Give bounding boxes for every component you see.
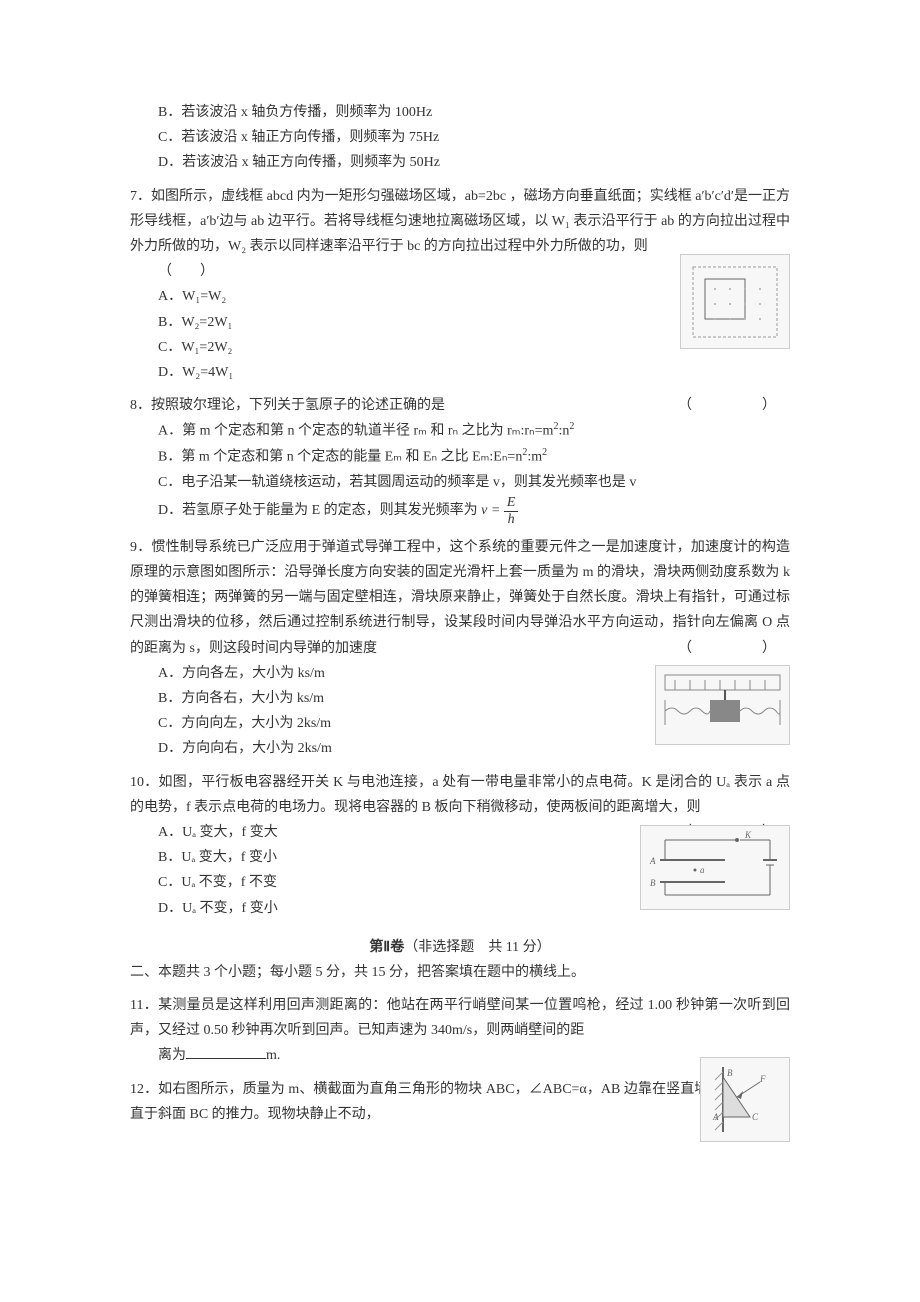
q8-b-mid: :m — [527, 450, 542, 465]
q11-line2-pre: 离为 — [158, 1048, 186, 1063]
section-2-title-pre: 第Ⅱ卷 — [369, 940, 404, 955]
q7-figure-svg — [685, 259, 785, 344]
q10-figure: K A a B — [640, 825, 790, 910]
q8-d-numerator: E — [504, 495, 519, 511]
q9-figure-svg — [660, 670, 785, 740]
q8-d-denominator: h — [504, 512, 519, 527]
q8-option-c: C．电子沿某一轨道绕核运动，若其圆周运动的频率是 v，则其发光频率也是 v — [130, 470, 790, 495]
svg-text:a: a — [700, 865, 705, 875]
q8-d-fraction: E h — [504, 495, 519, 527]
q8-option-d: D．若氢原子处于能量为 E 的定态，则其发光频率为 ν = E h — [130, 495, 790, 527]
svg-text:A: A — [649, 856, 656, 866]
q6-option-d: D．若该波沿 x 轴正方向传播，则频率为 50Hz — [130, 150, 790, 175]
q7-number: 7． — [130, 189, 151, 204]
question-8: 8．按照玻尔理论，下列关于氢原子的论述正确的是 （ ） A．第 m 个定态和第 … — [130, 393, 790, 527]
q8-b-sup2: 2 — [542, 447, 547, 458]
question-7: 7．如图所示，虚线框 abcd 内为一矩形匀强磁场区域，ab=2bc ，磁场方向… — [130, 184, 790, 386]
svg-text:B: B — [727, 1068, 733, 1078]
q10-figure-svg: K A a B — [645, 830, 785, 905]
q8-d-formula: ν = E h — [481, 503, 518, 518]
q11-answer-line: 离为 m. — [130, 1043, 790, 1068]
q8-a-pre: A．第 m 个定态和第 n 个定态的轨道半径 rₘ 和 rₙ 之比为 rₘ:rₙ… — [158, 424, 553, 439]
svg-text:K: K — [744, 830, 752, 840]
q7-option-d: D．W₂=4W₁ — [130, 360, 790, 385]
q8-stem: 按照玻尔理论，下列关于氢原子的论述正确的是 — [151, 398, 445, 413]
q9-paren: （ ） — [678, 636, 790, 661]
q8-d-nu: ν = — [481, 503, 500, 518]
question-9: 9．惯性制导系统已广泛应用于弹道式导弹工程中，这个系统的重要元件之一是加速度计，… — [130, 535, 790, 762]
section-2-title: 第Ⅱ卷（非选择题 共 11 分） — [130, 935, 790, 960]
q9-number: 9． — [130, 540, 151, 555]
q12-stem: 如右图所示，质量为 m、横截面为直角三角形的物块 ABC，∠ABC=α，AB 边… — [130, 1082, 790, 1122]
q8-option-a: A．第 m 个定态和第 n 个定态的轨道半径 rₘ 和 rₙ 之比为 rₘ:rₙ… — [130, 418, 790, 444]
q11-unit: m. — [266, 1048, 280, 1063]
question-11: 11．某测量员是这样利用回声测距离的：他站在两平行峭壁间某一位置鸣枪，经过 1.… — [130, 993, 790, 1043]
q8-b-pre: B．第 m 个定态和第 n 个定态的能量 Eₘ 和 Eₙ 之比 Eₘ:Eₙ=n — [158, 450, 522, 465]
q8-paren: （ ） — [678, 393, 790, 418]
svg-text:F: F — [759, 1074, 766, 1084]
question-12: B A C F 12．如右图所示，质量为 m、横截面为直角三角形的物块 ABC，… — [130, 1077, 790, 1127]
q11-number: 11． — [130, 998, 158, 1013]
question-10: K A a B 10．如图，平行板电容器经开关 K 与电池连接，a 处有一带电量… — [130, 770, 790, 921]
q12-figure: B A C F — [700, 1057, 790, 1142]
section-2-instruction: 二、本题共 3 个小题；每小题 5 分，共 15 分，把答案填在题中的横线上。 — [130, 960, 790, 985]
q8-option-b: B．第 m 个定态和第 n 个定态的能量 Eₘ 和 Eₙ 之比 Eₘ:Eₙ=n 2… — [130, 444, 790, 470]
q6-option-c: C．若该波沿 x 轴正方向传播，则频率为 75Hz — [130, 125, 790, 150]
q12-figure-svg: B A C F — [705, 1062, 785, 1137]
q8-number: 8． — [130, 398, 151, 413]
svg-text:C: C — [752, 1112, 759, 1122]
q8-a-mid: :n — [558, 424, 569, 439]
q11-blank — [186, 1044, 266, 1059]
q7-stem: 如图所示，虚线框 abcd 内为一矩形匀强磁场区域，ab=2bc ，磁场方向垂直… — [130, 189, 790, 254]
q12-number: 12． — [130, 1082, 158, 1097]
svg-text:B: B — [650, 878, 656, 888]
q9-figure — [655, 665, 790, 745]
q10-stem: 如图，平行板电容器经开关 K 与电池连接，a 处有一带电量非常小的点电荷。K 是… — [130, 775, 790, 815]
q10-number: 10． — [130, 775, 158, 790]
q7-figure — [680, 254, 790, 349]
section-2-title-post: （非选择题 共 11 分） — [404, 940, 550, 955]
q6-option-b: B．若该波沿 x 轴负方传播，则频率为 100Hz — [130, 100, 790, 125]
q8-d-pre: D．若氢原子处于能量为 E 的定态，则其发光频率为 — [158, 503, 481, 518]
q8-a-sup2: 2 — [569, 421, 574, 432]
q11-stem: 某测量员是这样利用回声测距离的：他站在两平行峭壁间某一位置鸣枪，经过 1.00 … — [130, 998, 790, 1038]
svg-text:A: A — [712, 1112, 719, 1122]
